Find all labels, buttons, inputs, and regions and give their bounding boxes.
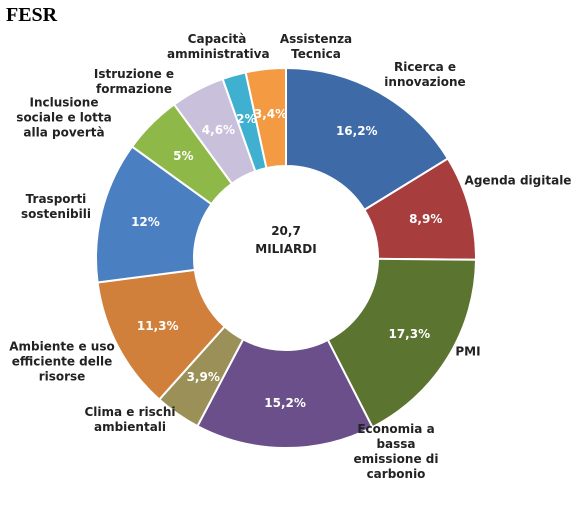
- value-label: 12%: [131, 215, 160, 230]
- category-label: Istruzione e formazione: [93, 67, 175, 96]
- category-label: Clima e rischi ambientali: [84, 405, 176, 434]
- chart-title: FESR: [6, 4, 58, 26]
- value-label: 3,9%: [186, 370, 220, 385]
- donut-slice: [285, 66, 450, 212]
- value-label: 15,2%: [264, 395, 306, 410]
- value-label: 3,4%: [253, 106, 288, 121]
- value-label: 2%: [236, 111, 257, 126]
- category-label: PMI: [455, 344, 481, 359]
- value-label: 8,9%: [409, 212, 443, 227]
- value-label: 11,3%: [136, 318, 179, 333]
- category-label: Ambiente e uso efficiente delle risorse: [9, 339, 115, 384]
- category-label: Ricerca e innovazione: [384, 60, 466, 89]
- donut-slice: [326, 257, 478, 429]
- donut-slice: [244, 66, 287, 170]
- value-label: 5%: [173, 148, 194, 163]
- category-label: Assistenza Tecnica: [279, 32, 353, 61]
- value-label: 4,6%: [201, 122, 236, 137]
- category-label: Capacità amministrativa: [167, 32, 270, 61]
- category-label: Economia a bassa emissione di carbonio: [353, 422, 439, 481]
- category-label: Inclusione sociale e lotta alla povertà: [16, 95, 112, 140]
- category-label: Agenda digitale: [464, 173, 572, 188]
- center-label: 20,7 MILIARDI: [255, 224, 317, 256]
- value-label: 16,2%: [335, 124, 378, 139]
- value-label: 17,3%: [388, 327, 431, 342]
- category-label: Trasporti sostenibili: [21, 192, 91, 221]
